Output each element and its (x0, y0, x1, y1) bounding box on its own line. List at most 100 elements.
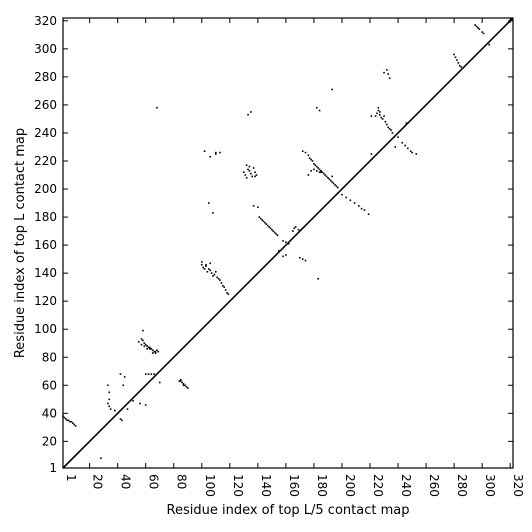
y-tick-label: 40 (42, 406, 57, 420)
contact-point (457, 62, 460, 64)
contact-point (313, 162, 315, 165)
contact-point (212, 275, 214, 277)
contact-point (415, 153, 418, 155)
x-axis-label: Residue index of top L/5 contact map (167, 503, 410, 518)
contact-point (121, 419, 123, 422)
contact-point (139, 402, 141, 405)
contact-point (401, 141, 404, 144)
contact-point (185, 385, 188, 388)
contact-point (388, 77, 391, 80)
contact-point (321, 171, 324, 174)
contact-point (257, 206, 259, 209)
contact-point (341, 193, 343, 196)
contact-point (200, 261, 203, 263)
contact-point (301, 258, 304, 260)
contact-point (370, 115, 373, 117)
contact-point (259, 217, 262, 220)
contact-point (207, 202, 210, 204)
contact-point (153, 350, 155, 353)
contact-point (108, 405, 111, 408)
y-tick-label: 20 (42, 434, 57, 448)
x-tick-label: 160 (287, 474, 301, 497)
contact-point (67, 419, 70, 422)
contact-point (411, 151, 413, 154)
x-tick-label: 300 (483, 474, 497, 497)
contact-point (325, 175, 328, 178)
contact-point (388, 127, 391, 130)
contact-point (301, 150, 304, 152)
contact-point (137, 341, 140, 343)
contact-point (247, 113, 249, 116)
contact-point (272, 230, 275, 232)
contact-point (252, 167, 255, 169)
contact-point (209, 269, 211, 272)
contact-point (142, 329, 144, 332)
contact-point (147, 373, 150, 375)
contact-point (292, 230, 294, 232)
contact-point (328, 178, 331, 181)
contact-point (482, 32, 485, 35)
contact-point (212, 212, 214, 214)
contact-point (269, 227, 272, 230)
contact-point (149, 348, 151, 350)
contact-point (156, 106, 158, 109)
contact-point (285, 254, 287, 256)
contact-point (146, 348, 148, 350)
contact-point (304, 259, 307, 262)
contact-point (363, 209, 366, 211)
x-tick-label: 20 (91, 474, 105, 489)
contact-point (143, 342, 146, 345)
contact-point (73, 423, 76, 426)
contact-point (205, 263, 207, 266)
contact-point (140, 338, 143, 340)
contact-point (331, 181, 333, 183)
contact-point (345, 196, 347, 199)
contact-point (460, 66, 462, 68)
contact-point (140, 343, 143, 346)
contact-point (144, 404, 147, 406)
contact-point (324, 174, 326, 176)
contact-point (367, 213, 370, 216)
contact-point (384, 120, 387, 123)
contact-point (383, 115, 385, 117)
contact-point (132, 399, 134, 402)
contact-point (254, 175, 256, 178)
contact-point (66, 419, 69, 422)
y-tick-label: 100 (34, 322, 57, 336)
contact-point (315, 170, 318, 172)
contact-point (250, 111, 252, 113)
contact-point (100, 457, 102, 459)
contact-point (405, 122, 408, 124)
y-tick-label: 180 (34, 210, 57, 224)
x-tick-label: 280 (455, 474, 469, 497)
contact-point (154, 350, 157, 353)
contact-point (119, 373, 122, 375)
contact-point (304, 151, 307, 154)
contact-point (285, 241, 287, 244)
contact-point (475, 25, 478, 28)
contact-point (209, 262, 211, 265)
contact-point (179, 380, 182, 382)
contact-point (252, 205, 255, 207)
contact-point (314, 164, 317, 166)
contact-point (376, 112, 378, 115)
contact-point (245, 177, 248, 179)
contact-point (109, 408, 112, 410)
contact-point (150, 373, 153, 375)
contact-point (119, 418, 122, 420)
x-tick-label: 180 (315, 474, 329, 497)
contact-point (394, 146, 397, 148)
contact-point (158, 381, 161, 384)
contact-point (307, 174, 310, 176)
contact-point (255, 174, 258, 176)
contact-point (477, 27, 479, 29)
contact-point (181, 381, 183, 384)
contact-point (282, 240, 284, 242)
contact-point (151, 352, 154, 354)
contact-point (266, 224, 269, 227)
contact-point (456, 59, 458, 61)
contact-point (318, 109, 321, 112)
contact-point (156, 349, 158, 352)
contact-point (331, 175, 333, 178)
contact-point (114, 409, 116, 412)
